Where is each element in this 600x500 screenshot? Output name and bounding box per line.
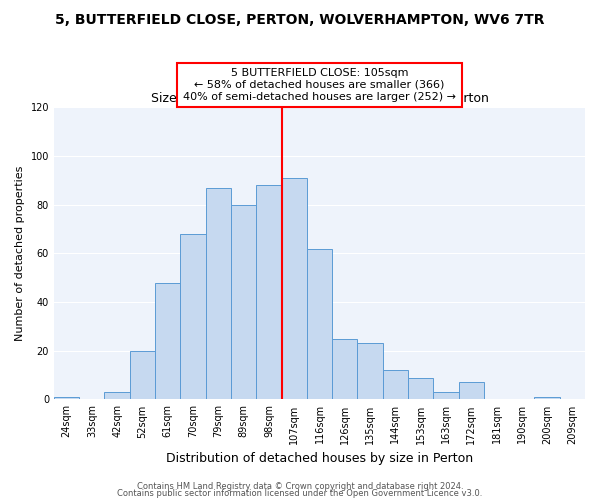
Bar: [206, 188, 231, 400]
Bar: [383, 370, 408, 400]
Bar: [408, 378, 433, 400]
Bar: [458, 382, 484, 400]
Bar: [433, 392, 458, 400]
Bar: [155, 282, 181, 400]
Bar: [231, 204, 256, 400]
Title: Size of property relative to detached houses in Perton: Size of property relative to detached ho…: [151, 92, 488, 105]
Y-axis label: Number of detached properties: Number of detached properties: [15, 166, 25, 341]
Bar: [281, 178, 307, 400]
Bar: [181, 234, 206, 400]
Bar: [535, 397, 560, 400]
Text: 5, BUTTERFIELD CLOSE, PERTON, WOLVERHAMPTON, WV6 7TR: 5, BUTTERFIELD CLOSE, PERTON, WOLVERHAMP…: [55, 12, 545, 26]
Bar: [358, 344, 383, 400]
Text: Contains public sector information licensed under the Open Government Licence v3: Contains public sector information licen…: [118, 490, 482, 498]
Bar: [332, 338, 358, 400]
X-axis label: Distribution of detached houses by size in Perton: Distribution of detached houses by size …: [166, 452, 473, 465]
Bar: [307, 248, 332, 400]
Bar: [104, 392, 130, 400]
Text: Contains HM Land Registry data © Crown copyright and database right 2024.: Contains HM Land Registry data © Crown c…: [137, 482, 463, 491]
Bar: [130, 351, 155, 400]
Bar: [54, 397, 79, 400]
Bar: [256, 186, 281, 400]
Text: 5 BUTTERFIELD CLOSE: 105sqm
← 58% of detached houses are smaller (366)
40% of se: 5 BUTTERFIELD CLOSE: 105sqm ← 58% of det…: [183, 68, 456, 102]
